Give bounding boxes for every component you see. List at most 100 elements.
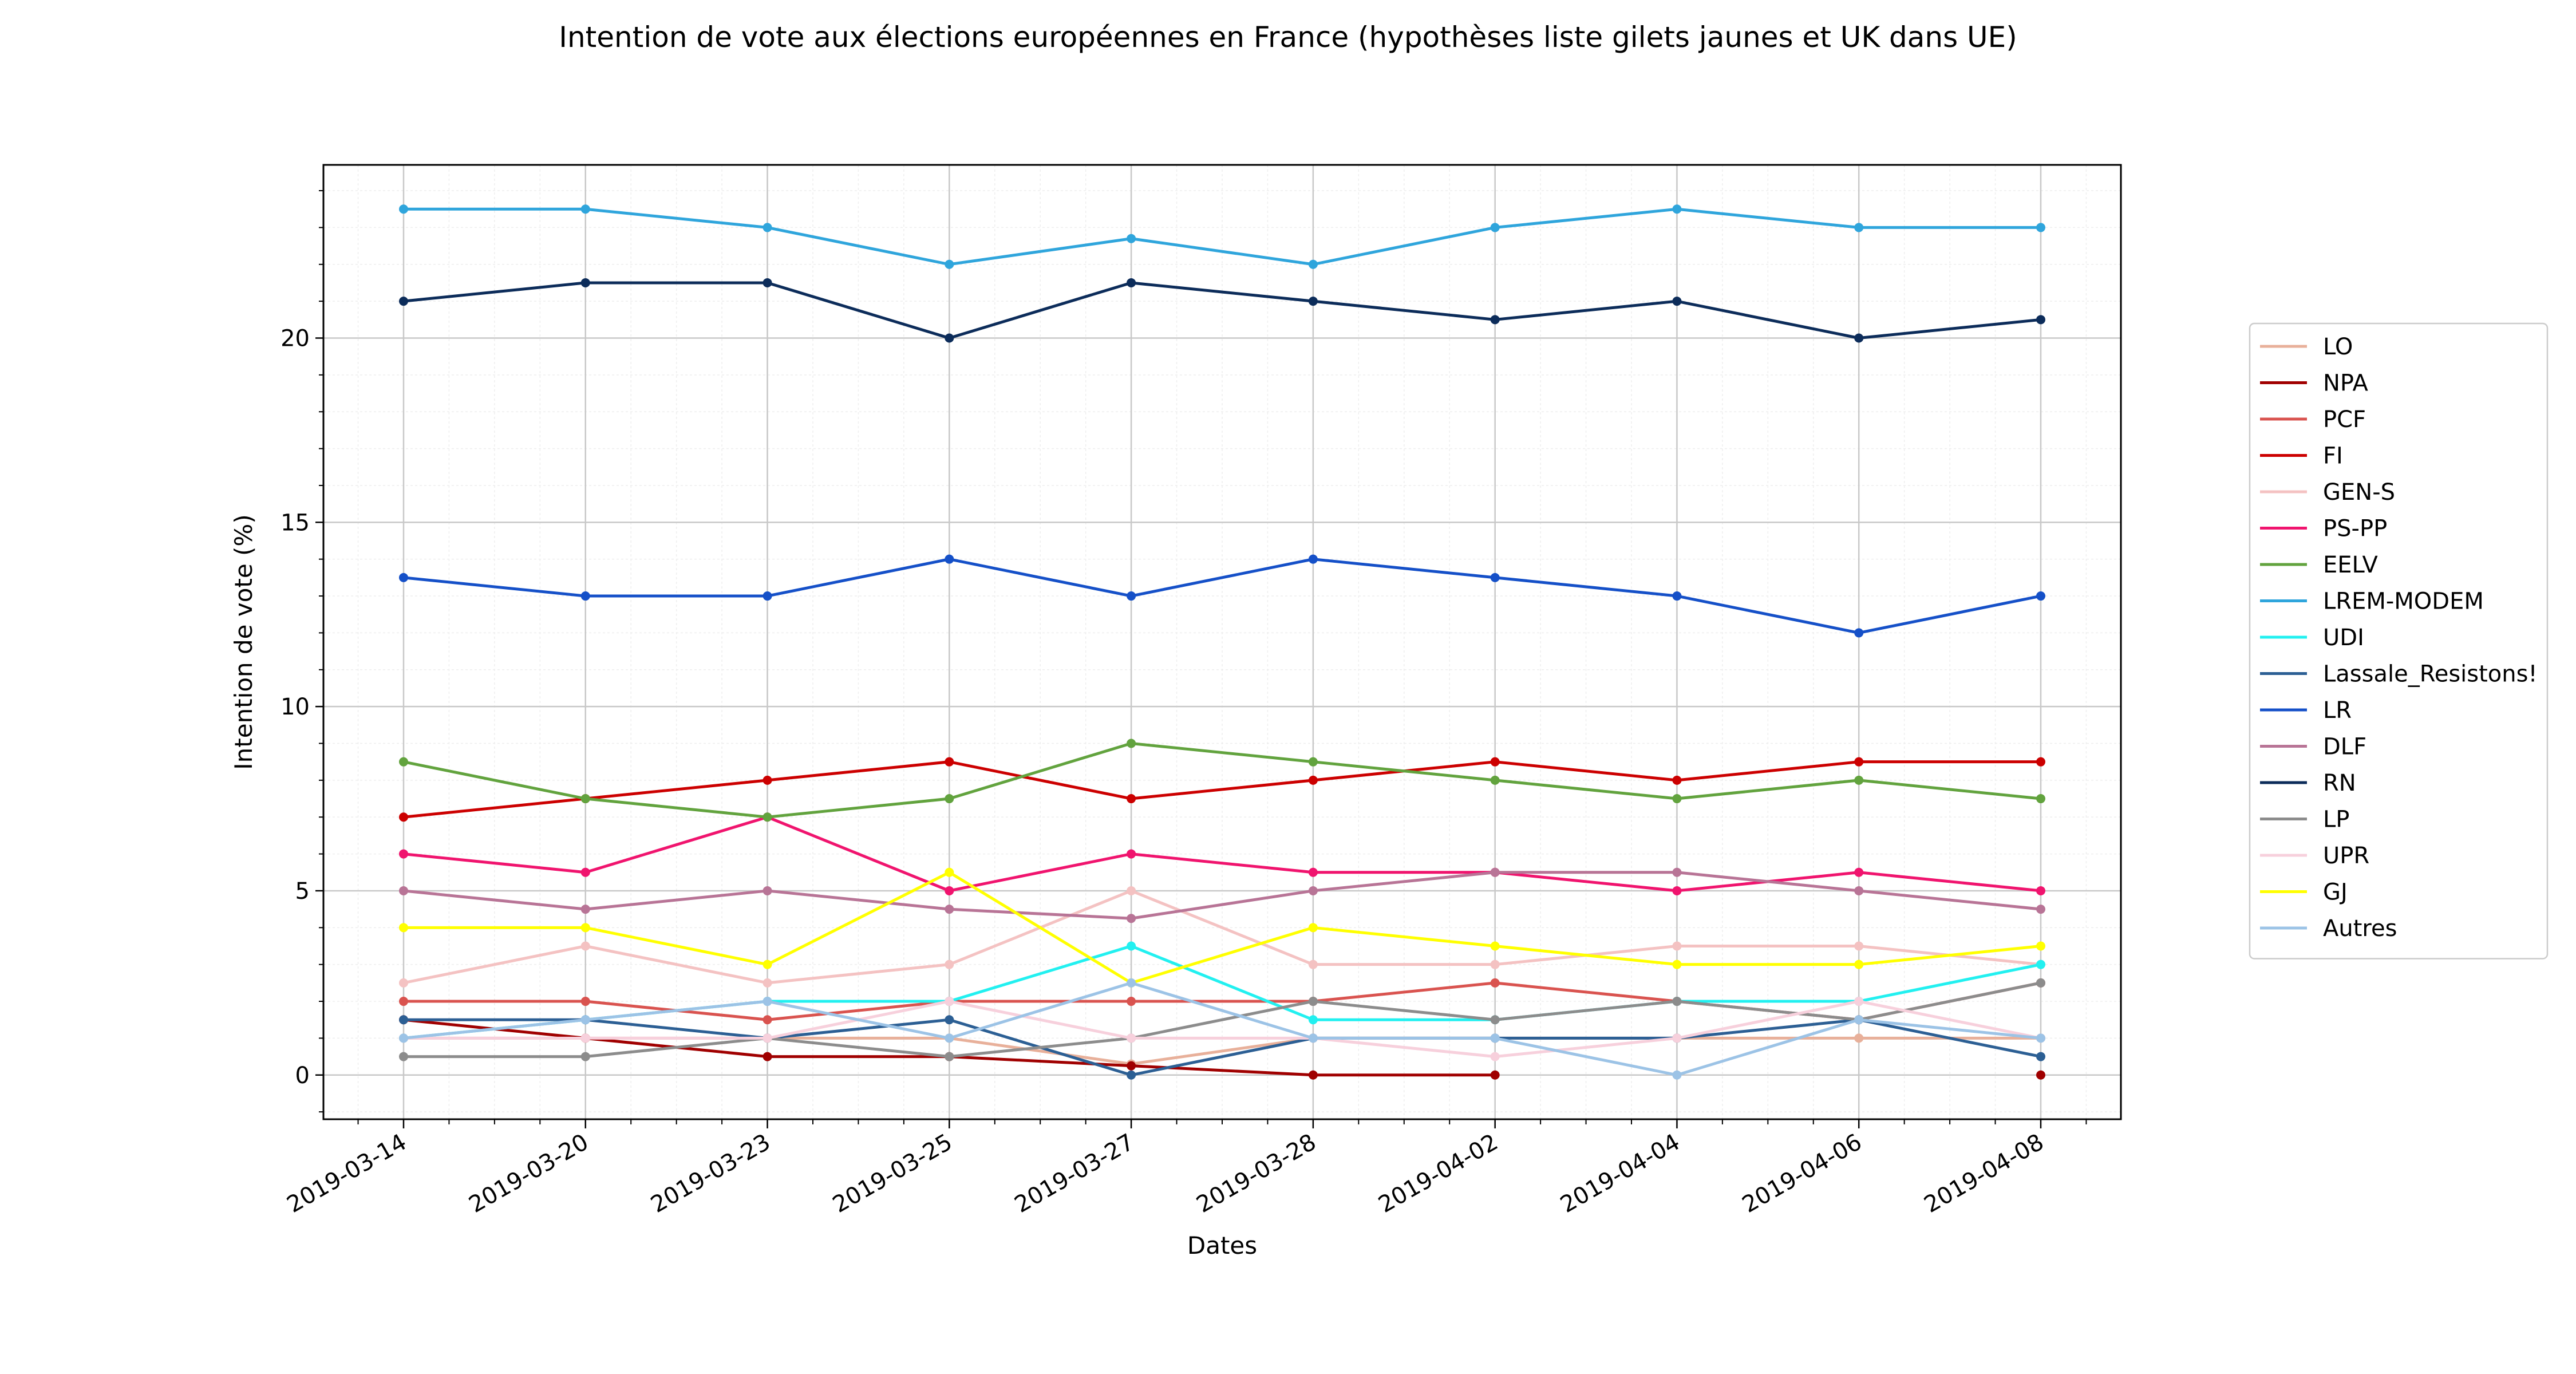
data-point-DLF bbox=[945, 905, 954, 914]
data-point-LP bbox=[399, 1052, 408, 1061]
data-point-EELV bbox=[1308, 757, 1318, 767]
data-point-LR bbox=[580, 591, 590, 601]
legend-entry: UDI bbox=[2323, 625, 2364, 651]
data-point-FI bbox=[1127, 794, 1136, 804]
data-point-DLF bbox=[1490, 867, 1500, 877]
data-point-EELV bbox=[1854, 775, 1864, 785]
legend-entry: GEN-S bbox=[2323, 479, 2395, 506]
data-point-EELV bbox=[945, 794, 954, 804]
data-point-GJ bbox=[2036, 941, 2045, 951]
data-point-LREM-MODEM bbox=[945, 259, 954, 269]
series-line-LREM-MODEM bbox=[402, 207, 2042, 266]
data-point-FI bbox=[762, 775, 772, 785]
data-point-Lassale_Resistons! bbox=[2036, 1052, 2045, 1061]
data-point-LR bbox=[1127, 591, 1136, 601]
data-point-LP bbox=[580, 1052, 590, 1061]
data-point-RN bbox=[1127, 278, 1136, 287]
data-point-Autres bbox=[580, 1015, 590, 1025]
legend-entry: UPR bbox=[2323, 843, 2369, 869]
data-point-PCF bbox=[1127, 997, 1136, 1006]
y-tick-label: 0 bbox=[295, 1063, 310, 1089]
data-point-LREM-MODEM bbox=[1308, 259, 1318, 269]
series-line-FI bbox=[402, 760, 2042, 819]
y-tick-label: 20 bbox=[280, 326, 310, 352]
data-point-RN bbox=[762, 278, 772, 287]
data-point-PCF bbox=[399, 997, 408, 1006]
data-point-LREM-MODEM bbox=[399, 204, 408, 214]
data-point-DLF bbox=[1672, 867, 1682, 877]
data-point-DLF bbox=[399, 886, 408, 895]
data-point-PCF bbox=[580, 997, 590, 1006]
data-point-DLF bbox=[1308, 886, 1318, 895]
legend-entry: EELV bbox=[2323, 552, 2378, 578]
data-point-NPA bbox=[1308, 1070, 1318, 1080]
data-point-GEN-S bbox=[1308, 960, 1318, 969]
data-point-GEN-S bbox=[580, 941, 590, 951]
series-line-LR bbox=[402, 558, 2042, 634]
series-line-EELV bbox=[402, 741, 2042, 819]
data-point-RN bbox=[1854, 333, 1864, 343]
series-line-LP bbox=[402, 981, 2042, 1059]
data-point-RN bbox=[580, 278, 590, 287]
data-point-FI bbox=[1854, 757, 1864, 767]
data-point-GJ bbox=[1490, 941, 1500, 951]
data-point-Autres bbox=[762, 997, 772, 1006]
legend: LO NPA PCF FI GEN-S PS-PP EELV LREM-MODEM UDI Las… bbox=[2249, 322, 2549, 960]
data-point-GJ bbox=[580, 923, 590, 933]
data-point-FI bbox=[1672, 775, 1682, 785]
data-point-UPR bbox=[1854, 997, 1864, 1006]
data-point-UDI bbox=[1127, 941, 1136, 951]
data-point-GEN-S bbox=[1127, 886, 1136, 895]
data-point-NPA bbox=[1127, 1061, 1136, 1071]
data-point-LR bbox=[945, 554, 954, 564]
series-line-RN bbox=[402, 281, 2042, 340]
data-point-GEN-S bbox=[1672, 941, 1682, 951]
data-point-LREM-MODEM bbox=[580, 204, 590, 214]
data-point-PS-PP bbox=[580, 867, 590, 877]
data-point-EELV bbox=[580, 794, 590, 804]
data-point-EELV bbox=[1490, 775, 1500, 785]
data-point-RN bbox=[2036, 315, 2045, 325]
data-point-RN bbox=[1308, 297, 1318, 306]
data-point-LP bbox=[1490, 1015, 1500, 1025]
data-point-Autres bbox=[1308, 1033, 1318, 1043]
data-point-GJ bbox=[399, 923, 408, 933]
data-point-GEN-S bbox=[399, 978, 408, 988]
data-point-Autres bbox=[1490, 1033, 1500, 1043]
y-tick-label: 5 bbox=[295, 878, 310, 905]
series-lines bbox=[399, 204, 2045, 1080]
data-point-LREM-MODEM bbox=[762, 223, 772, 232]
data-point-FI bbox=[2036, 757, 2045, 767]
data-point-EELV bbox=[1672, 794, 1682, 804]
data-point-Autres bbox=[1127, 978, 1136, 988]
data-point-LR bbox=[1854, 628, 1864, 638]
data-point-NPA bbox=[1490, 1070, 1500, 1080]
data-point-GEN-S bbox=[945, 960, 954, 969]
data-point-RN bbox=[945, 333, 954, 343]
legend-entry: DLF bbox=[2323, 734, 2366, 760]
legend-entry: LR bbox=[2323, 697, 2352, 724]
series-line-DLF bbox=[402, 871, 2042, 920]
data-point-RN bbox=[399, 297, 408, 306]
data-point-LO bbox=[1854, 1033, 1864, 1043]
data-point-Autres bbox=[945, 1033, 954, 1043]
data-point-LREM-MODEM bbox=[1854, 223, 1864, 232]
series-line-GJ bbox=[402, 871, 2042, 985]
data-point-GJ bbox=[1854, 960, 1864, 969]
data-point-UPR bbox=[1490, 1052, 1500, 1061]
data-point-NPA bbox=[2036, 1070, 2045, 1080]
data-point-LR bbox=[1490, 572, 1500, 582]
data-point-EELV bbox=[762, 812, 772, 822]
data-point-FI bbox=[399, 812, 408, 822]
legend-entry: PS-PP bbox=[2323, 516, 2387, 542]
legend-entry: FI bbox=[2323, 443, 2343, 469]
data-point-PS-PP bbox=[2036, 886, 2045, 895]
legend-box bbox=[2249, 322, 2549, 960]
data-point-NPA bbox=[762, 1052, 772, 1061]
data-point-GEN-S bbox=[1490, 960, 1500, 969]
data-point-GEN-S bbox=[762, 978, 772, 988]
data-point-GJ bbox=[762, 960, 772, 969]
series-line-GEN-S bbox=[402, 889, 2042, 985]
